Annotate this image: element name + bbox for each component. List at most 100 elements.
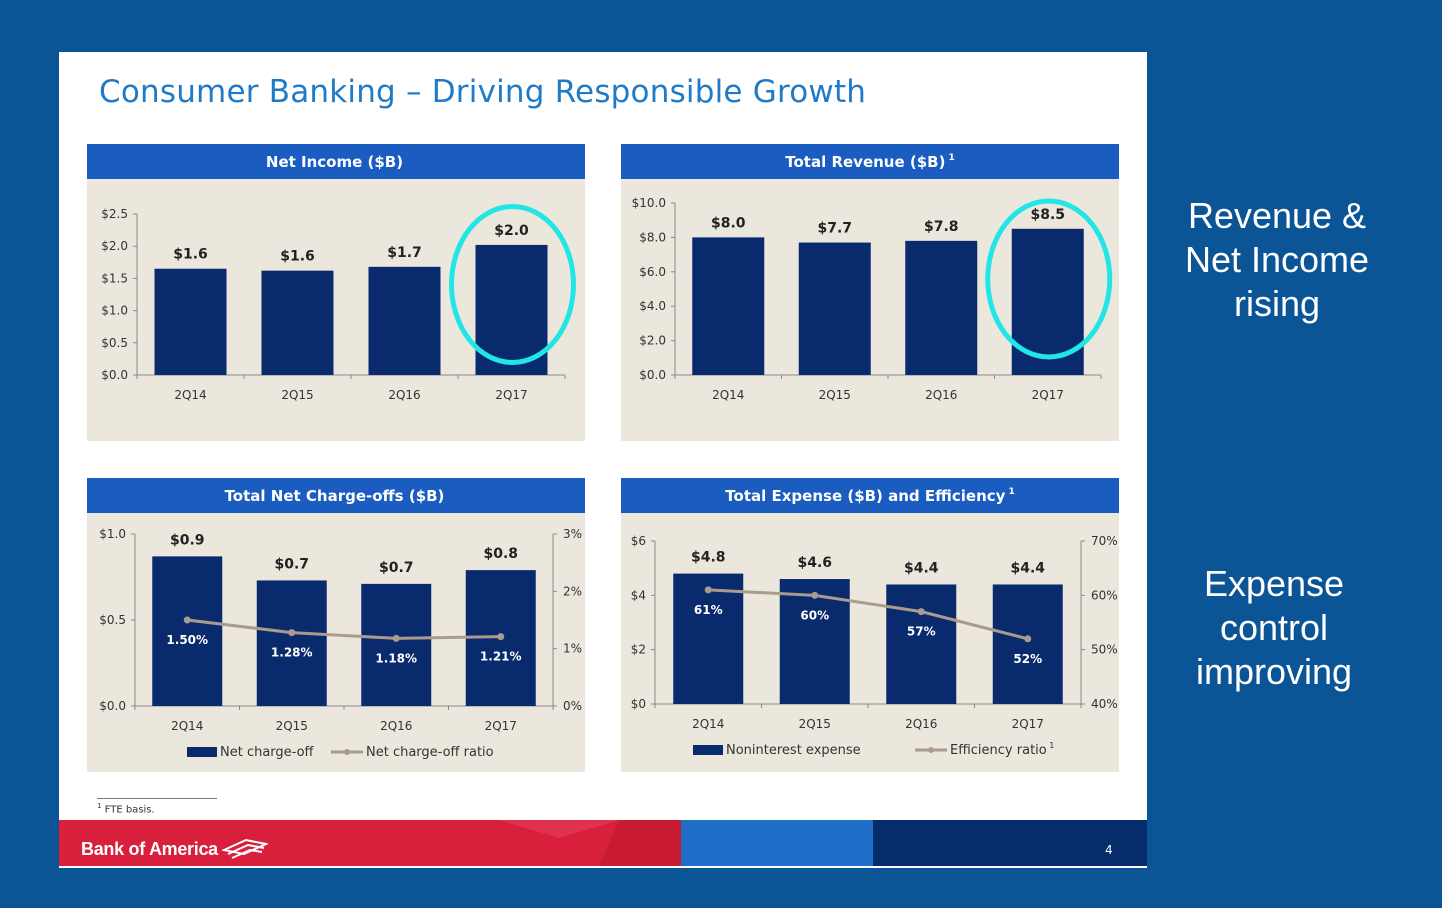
y-tick-label: $0.5 [101, 336, 128, 350]
ratio-value-label: 57% [907, 625, 936, 639]
legend-label: Efficiency ratio 1 [950, 741, 1054, 758]
bar [905, 240, 978, 375]
page-number: 4 [1105, 843, 1113, 857]
y-tick-label: $1.0 [101, 304, 128, 318]
y-tick-label: $1.0 [99, 527, 126, 541]
bar-value-label: $4.6 [797, 555, 832, 571]
bar-value-label: $7.7 [817, 221, 852, 237]
ratio-line [708, 588, 1029, 641]
expense-efficiency-plot: $0 $2 $4 $6 40% 50% 60% 70% $4.8 2Q14 $4.6 2Q15 $4.4… [631, 534, 1118, 758]
chart-title: Total Net Charge-offs ($B) [87, 478, 585, 513]
ratio-point [497, 633, 505, 641]
chart-title: Net Income ($B) [87, 144, 585, 179]
ratio-point [811, 591, 819, 599]
legend-label: Net charge-off ratio [366, 745, 494, 760]
ratio-value-label: 61% [694, 603, 723, 617]
x-tick-label: 2Q15 [799, 717, 831, 731]
x-tick-label: 2Q16 [905, 717, 937, 731]
bar-value-label: $0.8 [483, 546, 518, 562]
bar [692, 237, 765, 375]
legend-sup: 1 [1047, 741, 1055, 750]
x-tick-label: 2Q14 [692, 717, 724, 731]
bar-value-label: $4.4 [1010, 560, 1045, 576]
y-tick-label: $0.0 [99, 699, 126, 713]
y2-tick-label: 40% [1091, 697, 1118, 711]
ratio-value-label: 1.21% [480, 650, 522, 664]
ratio-value-label: 52% [1013, 652, 1042, 666]
highlight-circle [449, 204, 576, 365]
callout-expense: Expense control improving [1160, 562, 1388, 694]
legend-swatch-bar [187, 747, 217, 757]
x-tick-label: 2Q15 [276, 719, 308, 733]
footer-segment [873, 820, 1147, 866]
y2-tick-label: 3% [563, 527, 582, 541]
x-tick-label: 2Q16 [925, 388, 957, 402]
x-tick-label: 2Q14 [174, 388, 206, 402]
y-tick-label: $4 [631, 588, 646, 602]
footnote-divider [97, 798, 217, 799]
x-tick-label: 2Q15 [281, 388, 313, 402]
bar-value-label: $1.6 [173, 247, 208, 263]
footer-bar: Bank of America 4 [59, 820, 1147, 866]
y2-tick-label: 0% [563, 699, 582, 713]
y-tick-label: $8.0 [639, 230, 666, 244]
callout-revenue: Revenue & Net Income rising [1160, 194, 1394, 326]
net-income-plot: $0.0 $0.5 $1.0 $1.5 $2.0 $2.5 $1.6 2Q14 $1.6 2Q15… [101, 204, 576, 402]
legend-swatch-point [928, 747, 934, 753]
bar-value-label: $4.4 [904, 560, 939, 576]
net-charge-offs-chart: Total Net Charge-offs ($B) $0.0 $0.5 $1.0 0… [87, 478, 585, 772]
bar [152, 556, 223, 706]
y-tick-label: $0.0 [101, 368, 128, 382]
ratio-point [392, 634, 400, 642]
y-tick-label: $2.0 [639, 334, 666, 348]
callout-line: control [1219, 607, 1329, 648]
bar [261, 270, 334, 375]
ratio-point [1024, 635, 1032, 643]
y-tick-label: $4.0 [639, 299, 666, 313]
callout-line: improving [1195, 651, 1353, 692]
y-tick-label: $6.0 [639, 265, 666, 279]
slide: Consumer Banking – Driving Responsible G… [59, 52, 1147, 868]
bar-value-label: $8.5 [1030, 207, 1065, 223]
callout-line: Net Income [1184, 239, 1370, 280]
x-tick-label: 2Q17 [495, 388, 527, 402]
legend-swatch-point [344, 749, 350, 755]
brand-name: Bank of America [81, 838, 218, 859]
bar-value-label: $7.8 [924, 219, 959, 235]
y2-tick-label: 60% [1091, 588, 1118, 602]
bar [368, 266, 441, 375]
bar [256, 580, 327, 706]
ratio-value-label: 1.18% [375, 651, 417, 665]
ratio-value-label: 1.50% [166, 633, 208, 647]
ratio-point [288, 629, 296, 637]
bar [798, 242, 871, 375]
bar-value-label: $1.6 [280, 249, 315, 265]
y-tick-label: $2.5 [101, 207, 128, 221]
total-revenue-plot: $0.0 $2.0 $4.0 $6.0 $8.0 $10.0 $8.0 2Q14 $7.7 2Q1… [632, 196, 1113, 402]
ratio-line [187, 618, 501, 640]
y-tick-label: $0.5 [99, 613, 126, 627]
x-tick-label: 2Q14 [712, 388, 744, 402]
bar [361, 583, 432, 706]
bar-value-label: $2.0 [494, 223, 529, 239]
bar-value-label: $0.9 [170, 532, 205, 548]
footnote: 1 FTE basis. [97, 802, 155, 816]
y-tick-label: $0 [631, 697, 646, 711]
x-tick-label: 2Q16 [380, 719, 412, 733]
bar-value-label: $8.0 [711, 215, 746, 231]
x-tick-label: 2Q14 [171, 719, 203, 733]
ratio-value-label: 1.28% [271, 646, 313, 660]
expense-efficiency-chart: Total Expense ($B) and Efficiency 1 $0 $2 $… [621, 478, 1119, 772]
chart-title: Total Expense ($B) and Efficiency 1 [621, 478, 1119, 513]
bar-value-label: $0.7 [274, 556, 309, 572]
bar [673, 573, 744, 704]
y-tick-label: $1.5 [101, 271, 128, 285]
brand-logo: Bank of America [81, 838, 268, 860]
legend-label: Noninterest expense [726, 743, 861, 758]
bar-value-label: $0.7 [379, 560, 414, 576]
ratio-point [917, 608, 925, 616]
ratio-point [183, 616, 191, 624]
chart-title: Total Revenue ($B) 1 [621, 144, 1119, 179]
footer-segment [681, 820, 873, 866]
total-revenue-chart: Total Revenue ($B) 1 $0.0 $2.0 $4.0 $6.0 $8.0… [621, 144, 1119, 441]
